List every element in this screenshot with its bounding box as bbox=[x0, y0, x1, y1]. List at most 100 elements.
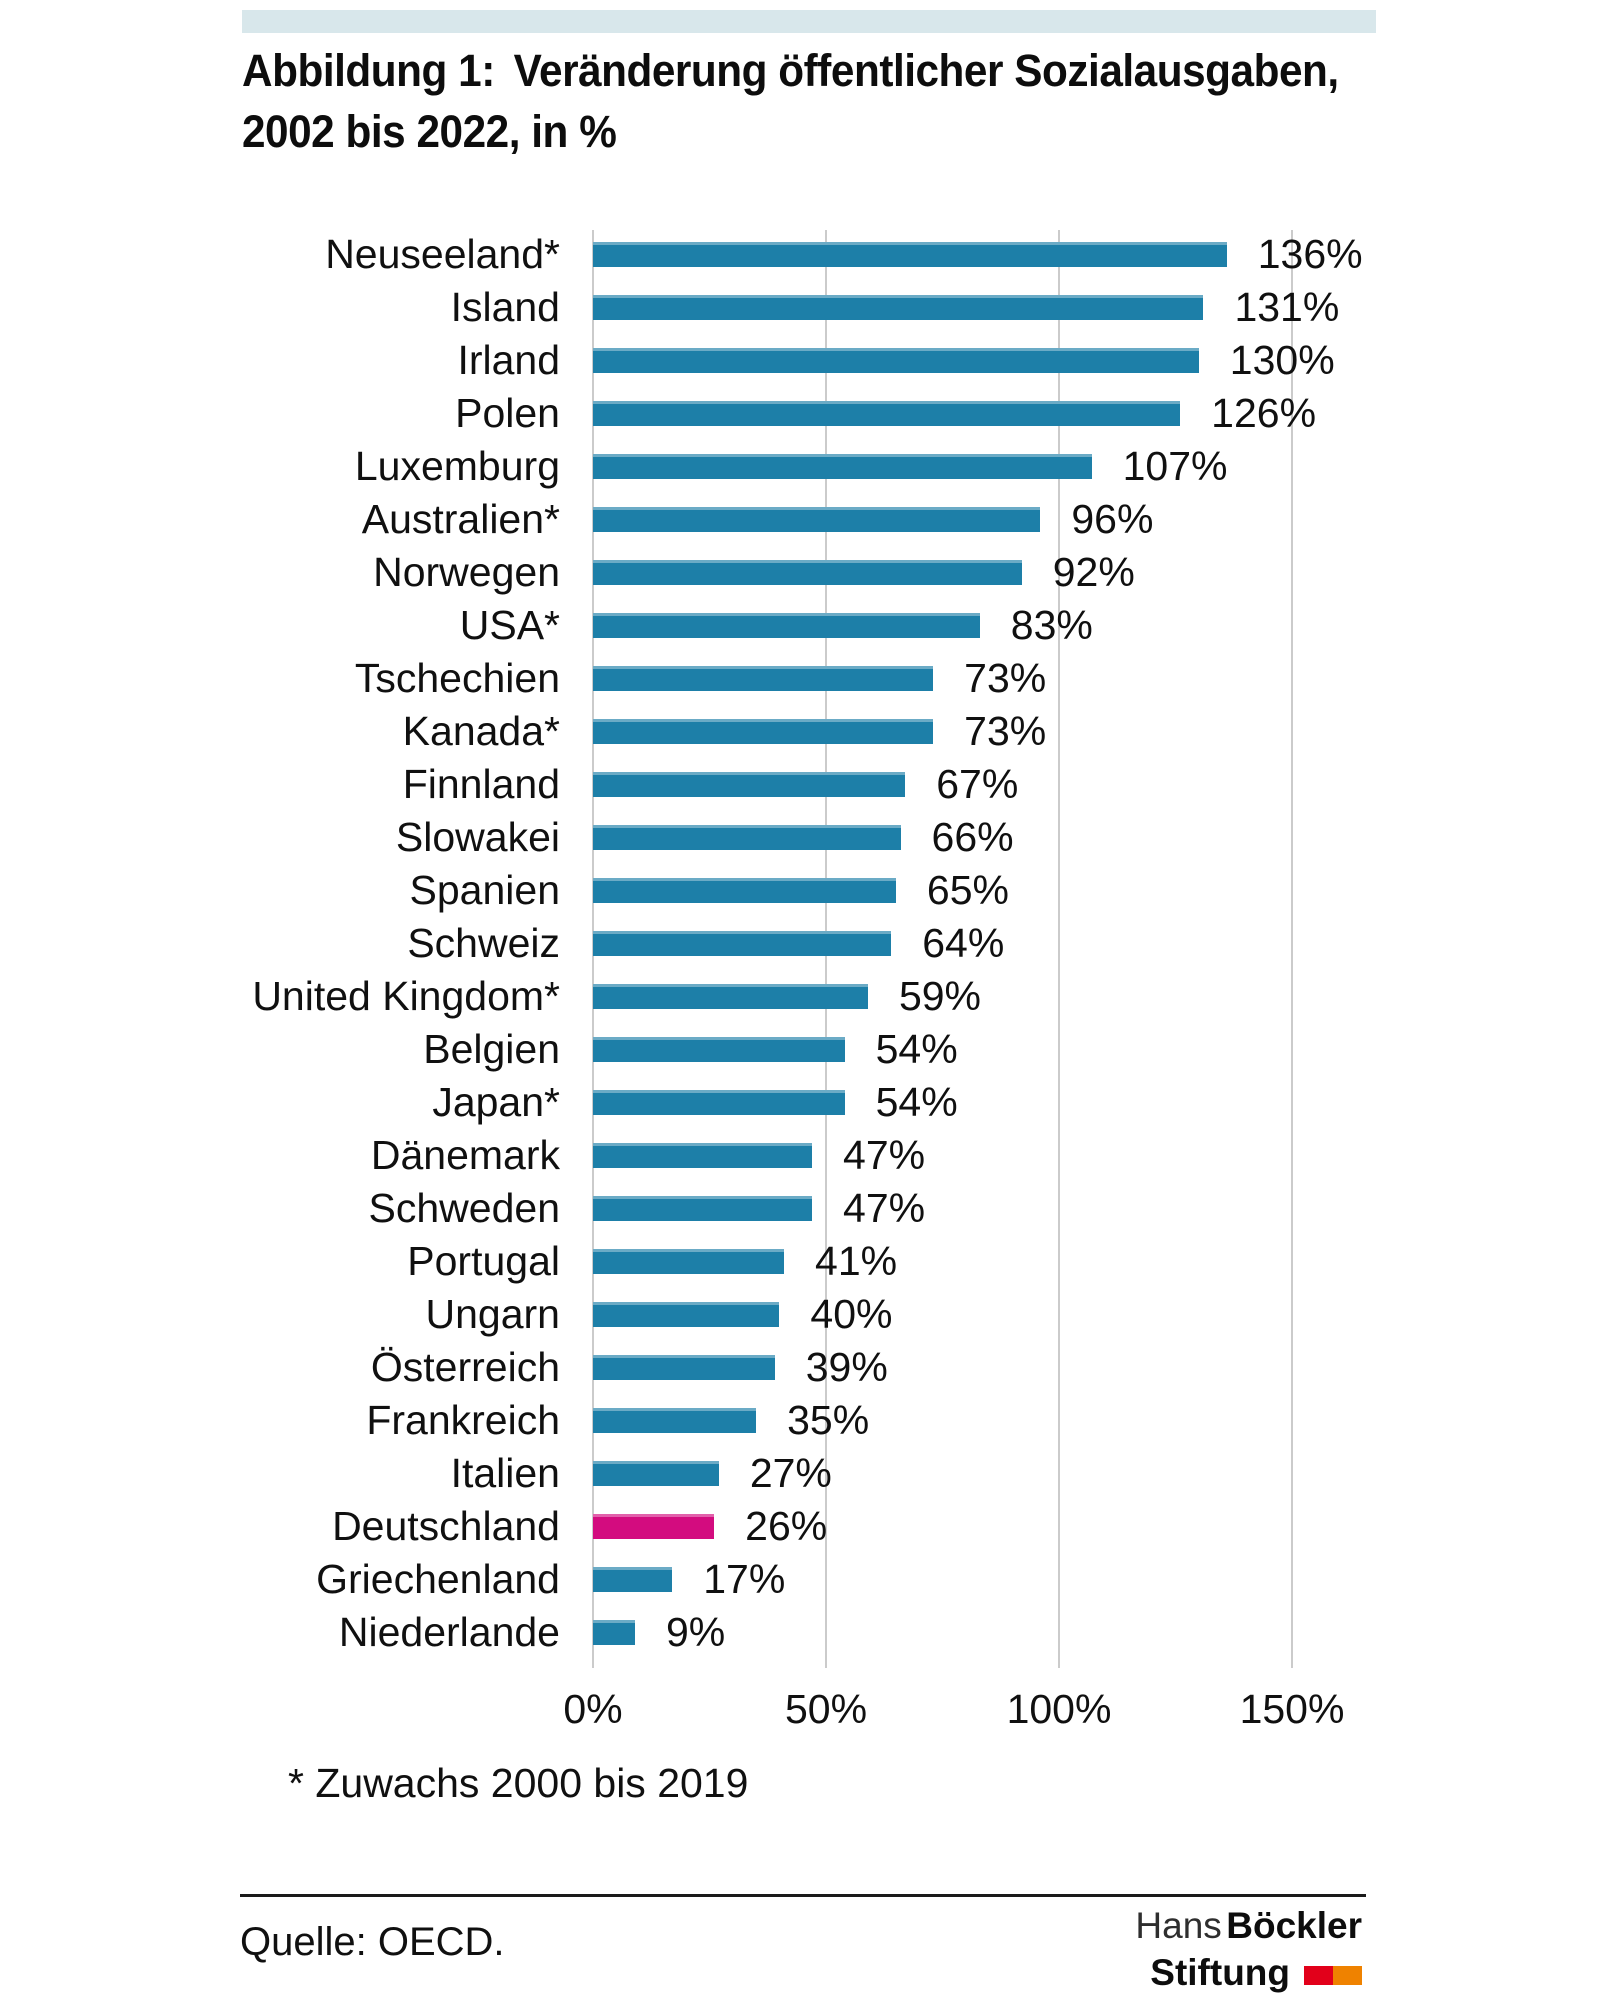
bar bbox=[593, 772, 906, 797]
country-label: Schweiz bbox=[407, 920, 560, 966]
hans-boeckler-logo: Hans Böckler Stiftung bbox=[1135, 1906, 1362, 2000]
value-label: 47% bbox=[843, 1185, 926, 1231]
country-label: Schweden bbox=[368, 1185, 560, 1231]
country-label: Griechenland bbox=[316, 1556, 560, 1602]
country-label: Portugal bbox=[407, 1238, 560, 1284]
country-label: Norwegen bbox=[373, 549, 560, 595]
country-label: Belgien bbox=[423, 1026, 560, 1072]
bar bbox=[593, 1620, 635, 1645]
bar bbox=[593, 507, 1041, 532]
bar bbox=[593, 348, 1199, 373]
bar-track: 66% bbox=[560, 811, 1600, 864]
header-band bbox=[242, 10, 1376, 33]
country-label: Finnland bbox=[402, 761, 560, 807]
bar bbox=[593, 454, 1092, 479]
bar-track: 136% bbox=[560, 228, 1600, 281]
value-label: 67% bbox=[936, 761, 1019, 807]
bar bbox=[593, 295, 1204, 320]
bar bbox=[593, 401, 1181, 426]
bar bbox=[593, 878, 896, 903]
value-label: 131% bbox=[1234, 284, 1340, 330]
value-label: 41% bbox=[815, 1238, 898, 1284]
value-label: 40% bbox=[810, 1291, 893, 1337]
bar-track: 47% bbox=[560, 1129, 1600, 1182]
bar-track: 35% bbox=[560, 1394, 1600, 1447]
country-label: United Kingdom* bbox=[252, 973, 560, 1019]
value-label: 96% bbox=[1071, 496, 1154, 542]
title-line1: Veränderung öffentlicher Sozialausgaben, bbox=[513, 45, 1340, 96]
bar bbox=[593, 1567, 673, 1592]
bar bbox=[593, 1249, 785, 1274]
source-text: Quelle: OECD. bbox=[240, 1920, 505, 1964]
value-label: 136% bbox=[1257, 231, 1363, 277]
bar bbox=[593, 825, 901, 850]
value-label: 54% bbox=[875, 1026, 958, 1072]
bar-track: 67% bbox=[560, 758, 1600, 811]
logo-mark-icon bbox=[1304, 1961, 1362, 2000]
bar-track: 54% bbox=[560, 1023, 1600, 1076]
bar-track: 92% bbox=[560, 546, 1600, 599]
bar bbox=[593, 984, 868, 1009]
x-tick-label: 100% bbox=[1006, 1686, 1112, 1732]
bar-track: 64% bbox=[560, 917, 1600, 970]
value-label: 83% bbox=[1010, 602, 1093, 648]
x-tick-label: 0% bbox=[563, 1686, 623, 1732]
value-label: 66% bbox=[931, 814, 1014, 860]
bar-track: 47% bbox=[560, 1182, 1600, 1235]
chart-row: Niederlande 9% bbox=[0, 1606, 1600, 1659]
chart-row: Belgien 54% bbox=[0, 1023, 1600, 1076]
bar bbox=[593, 1302, 780, 1327]
country-label: Polen bbox=[455, 390, 560, 436]
chart-row: Frankreich 35% bbox=[0, 1394, 1600, 1447]
value-label: 26% bbox=[745, 1503, 828, 1549]
bar-track: 9% bbox=[560, 1606, 1600, 1659]
country-label: USA* bbox=[459, 602, 560, 648]
bar-chart-rows: Neuseeland* 136% Island 131% Irland 130% Polen… bbox=[0, 228, 1600, 1659]
value-label: 39% bbox=[805, 1344, 888, 1390]
country-label: Japan* bbox=[432, 1079, 560, 1125]
country-label: Island bbox=[450, 284, 560, 330]
country-label: Österreich bbox=[370, 1344, 560, 1390]
logo-text-hans: Hans bbox=[1135, 1905, 1222, 1946]
chart-row: Polen 126% bbox=[0, 387, 1600, 440]
bar bbox=[593, 560, 1022, 585]
chart-row: Island 131% bbox=[0, 281, 1600, 334]
bar bbox=[593, 1408, 757, 1433]
chart-row: Luxemburg 107% bbox=[0, 440, 1600, 493]
value-label: 9% bbox=[665, 1609, 726, 1655]
x-tick-label: 150% bbox=[1239, 1686, 1345, 1732]
bar bbox=[593, 242, 1227, 267]
title-line2: 2002 bis 2022, in % bbox=[242, 106, 617, 157]
bar-track: 73% bbox=[560, 705, 1600, 758]
bar-track: 41% bbox=[560, 1235, 1600, 1288]
value-label: 130% bbox=[1229, 337, 1335, 383]
chart-row: Österreich 39% bbox=[0, 1341, 1600, 1394]
bar bbox=[593, 1090, 845, 1115]
country-label: Kanada* bbox=[402, 708, 560, 754]
chart-row: Schweiz 64% bbox=[0, 917, 1600, 970]
chart-row: Griechenland 17% bbox=[0, 1553, 1600, 1606]
divider-line bbox=[240, 1894, 1366, 1897]
gridline-150 bbox=[1291, 230, 1293, 1668]
chart-row: Japan* 54% bbox=[0, 1076, 1600, 1129]
figure-number: Abbildung 1: bbox=[242, 45, 495, 96]
bar bbox=[593, 1355, 775, 1380]
value-label: 65% bbox=[926, 867, 1009, 913]
country-label: Niederlande bbox=[338, 1609, 560, 1655]
bar-track: 96% bbox=[560, 493, 1600, 546]
bar-track: 107% bbox=[560, 440, 1600, 493]
chart-row: Finnland 67% bbox=[0, 758, 1600, 811]
chart-row: United Kingdom* 59% bbox=[0, 970, 1600, 1023]
logo-line2: Stiftung bbox=[1135, 1953, 1362, 2000]
value-label: 47% bbox=[843, 1132, 926, 1178]
country-label: Ungarn bbox=[425, 1291, 560, 1337]
x-tick-label: 50% bbox=[784, 1686, 868, 1732]
bar-track: 65% bbox=[560, 864, 1600, 917]
value-label: 64% bbox=[922, 920, 1005, 966]
value-label: 92% bbox=[1052, 549, 1135, 595]
country-label: Deutschland bbox=[332, 1503, 560, 1549]
chart-row: USA* 83% bbox=[0, 599, 1600, 652]
bar bbox=[593, 719, 934, 744]
bar bbox=[593, 1037, 845, 1062]
